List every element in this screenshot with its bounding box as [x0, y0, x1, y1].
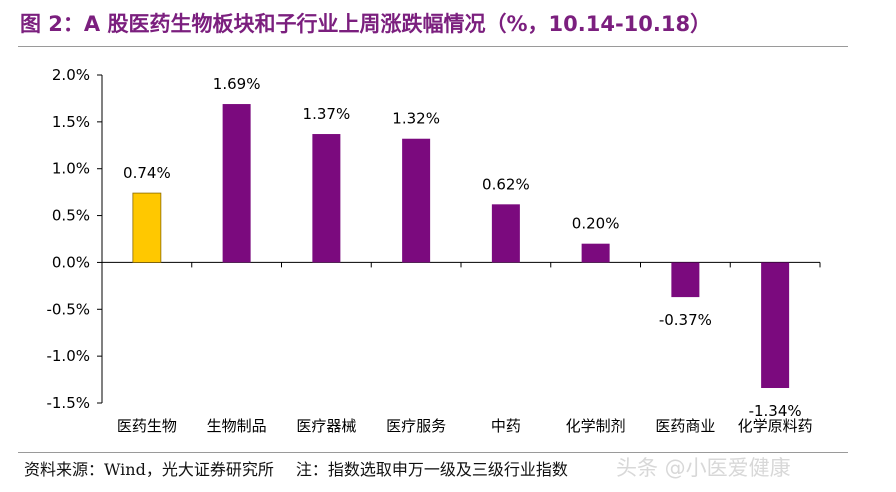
y-tick-label: -1.5%	[46, 394, 90, 412]
data-label: 0.74%	[123, 164, 171, 182]
bar	[671, 262, 700, 298]
source-text: 资料来源：Wind，光大证券研究所	[24, 460, 274, 479]
category-label: 医药生物	[117, 417, 177, 435]
y-tick-label: 0.0%	[52, 253, 90, 271]
y-tick-label: 1.5%	[52, 113, 90, 131]
bar	[312, 134, 341, 263]
data-label: 1.32%	[392, 110, 440, 128]
category-label: 医疗服务	[386, 417, 446, 435]
bar-chart: 2.0% 1.5% 1.0% 0.5% 0.0% -0.5% -1.0% -1.5% 0.74%…	[46, 66, 821, 435]
bar	[491, 204, 520, 263]
bottom-divider	[18, 452, 848, 453]
y-tick-label: -0.5%	[46, 300, 90, 318]
data-label: -0.37%	[659, 311, 712, 329]
y-tick-label: 2.0%	[52, 66, 90, 84]
bar	[222, 104, 251, 263]
source-line: 资料来源：Wind，光大证券研究所 注：指数选取申万一级及三级行业指数	[24, 456, 568, 480]
note-text: 注：指数选取申万一级及三级行业指数	[295, 460, 568, 479]
y-tick-label: 1.0%	[52, 160, 90, 178]
bar	[132, 192, 162, 263]
y-tick-label: -1.0%	[46, 347, 90, 365]
top-divider	[18, 46, 848, 47]
category-label: 化学原料药	[738, 417, 813, 435]
data-label: 1.37%	[303, 105, 351, 123]
watermark: 头条 @小医爱健康	[616, 456, 791, 480]
category-label: 化学制剂	[566, 417, 626, 435]
bar	[581, 243, 610, 263]
data-label: 1.69%	[213, 75, 261, 93]
category-label: 生物制品	[207, 417, 267, 435]
data-label: 0.62%	[482, 175, 530, 193]
y-tick-label: 0.5%	[52, 207, 90, 225]
category-label: 中药	[491, 417, 521, 435]
category-label: 医药商业	[655, 417, 715, 435]
bar	[761, 262, 790, 389]
data-label: 0.20%	[572, 215, 620, 233]
bar	[402, 138, 431, 263]
chart-title: 图 2：A 股医药生物板块和子行业上周涨跌幅情况（%，10.14-10.18）	[20, 12, 712, 36]
category-label: 医疗器械	[296, 417, 356, 435]
data-label: -1.34%	[749, 402, 802, 420]
